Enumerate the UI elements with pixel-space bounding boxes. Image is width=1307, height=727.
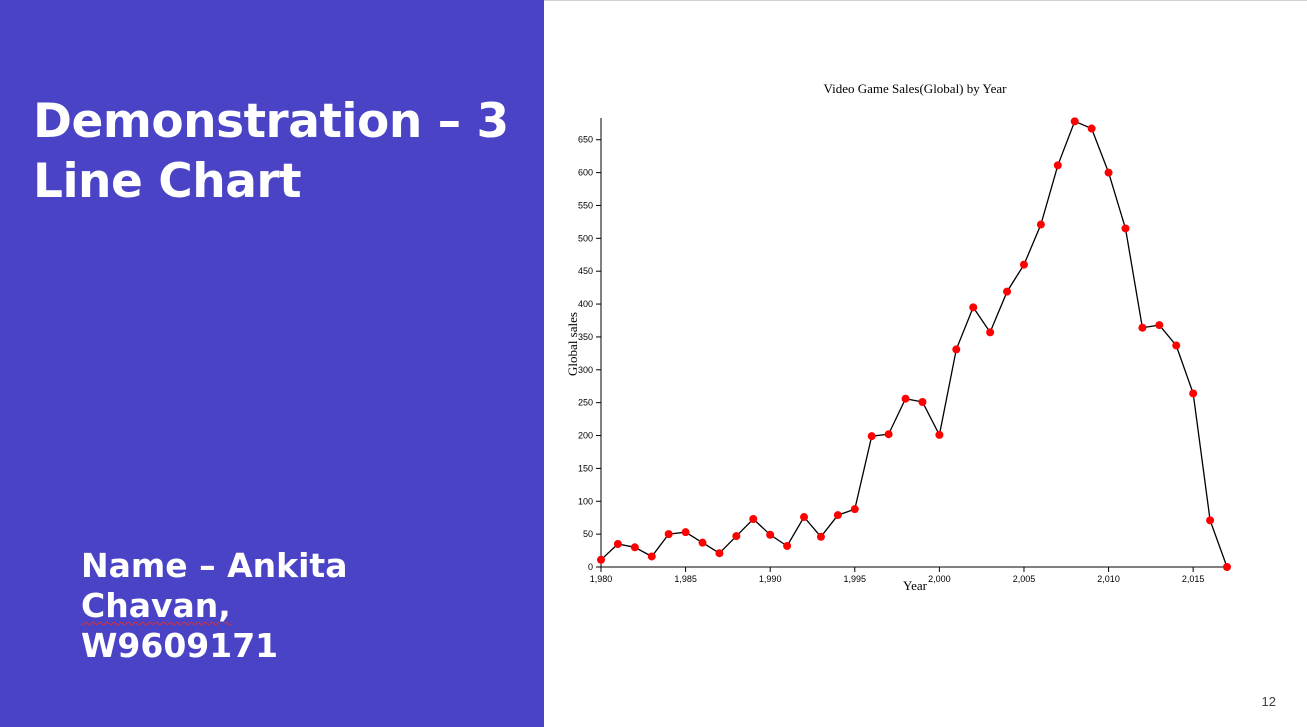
y-tick-label: 250 — [578, 398, 593, 408]
chart-title: Video Game Sales(Global) by Year — [824, 81, 1008, 96]
data-point — [749, 515, 758, 524]
data-point — [1121, 224, 1130, 233]
page-number: 12 — [1261, 694, 1276, 709]
y-tick-label: 450 — [578, 266, 593, 276]
data-point — [935, 430, 944, 439]
data-point — [952, 345, 961, 354]
data-point — [867, 432, 876, 441]
data-point — [1189, 389, 1198, 398]
author-id: W9609171 — [81, 626, 279, 665]
y-tick-label: 500 — [578, 233, 593, 243]
data-point — [1036, 220, 1045, 229]
data-point — [698, 538, 707, 547]
data-point — [681, 528, 690, 537]
data-point — [833, 511, 842, 520]
data-point — [1019, 260, 1028, 269]
author-info: Name – Ankita Chavan, W9609171 — [81, 546, 521, 666]
x-axis-label: Year — [903, 578, 928, 593]
data-point — [715, 549, 724, 558]
data-point — [1070, 117, 1079, 126]
data-point — [850, 505, 859, 514]
data-point — [1003, 287, 1012, 296]
x-tick-label: 1,980 — [590, 574, 613, 584]
data-point — [969, 303, 978, 312]
y-tick-label: 100 — [578, 496, 593, 506]
y-tick-label: 200 — [578, 431, 593, 441]
slide-top-border — [544, 0, 1307, 1]
slide-title-line-1: Demonstration – 3 — [33, 94, 509, 149]
axes: 0 50 100 150 200 250 300 350 400 450 500 550 600 650 1… — [578, 118, 1231, 584]
x-tick-label: 1,985 — [674, 574, 697, 584]
data-point — [1138, 323, 1147, 332]
plot-area — [597, 117, 1231, 571]
data-point — [901, 394, 910, 403]
slide-title: Demonstration – 3 Line Chart — [33, 92, 533, 212]
x-tick-label: 2,015 — [1182, 574, 1205, 584]
data-point — [766, 530, 775, 539]
y-tick-label: 50 — [583, 529, 593, 539]
data-point — [1172, 341, 1181, 350]
data-point — [613, 539, 622, 548]
author-surname: Chavan, — [81, 586, 231, 625]
x-tick-label: 1,990 — [759, 574, 782, 584]
slide-title-line-2: Line Chart — [33, 154, 302, 209]
data-point — [884, 430, 893, 439]
data-point — [1206, 516, 1215, 525]
data-point — [1155, 321, 1164, 330]
x-tick-label: 2,000 — [928, 574, 951, 584]
x-tick-label: 2,005 — [1013, 574, 1036, 584]
y-tick-label: 400 — [578, 299, 593, 309]
chart-container: Video Game Sales(Global) by Year Global … — [544, 0, 1307, 727]
line-chart: Video Game Sales(Global) by Year Global … — [565, 81, 1231, 593]
data-point — [1223, 563, 1231, 571]
data-point — [647, 552, 656, 561]
data-point — [918, 398, 927, 407]
data-point — [986, 328, 995, 337]
y-axis-label: Global sales — [565, 312, 580, 376]
data-point — [597, 555, 605, 564]
author-line-2: Chavan, W9609171 — [81, 586, 521, 666]
y-tick-label: 150 — [578, 463, 593, 473]
data-point — [1053, 161, 1062, 170]
title-panel: Demonstration – 3 Line Chart Name – Anki… — [0, 0, 544, 727]
data-point — [816, 532, 825, 541]
data-point — [664, 530, 673, 539]
x-tick-label: 2,010 — [1097, 574, 1120, 584]
data-point — [630, 543, 639, 552]
author-line-1: Name – Ankita — [81, 546, 348, 585]
y-tick-label: 300 — [578, 365, 593, 375]
y-tick-label: 650 — [578, 135, 593, 145]
y-tick-label: 550 — [578, 200, 593, 210]
y-tick-label: 600 — [578, 168, 593, 178]
y-tick-label: 0 — [588, 562, 593, 572]
data-point — [800, 513, 809, 522]
data-point — [732, 532, 741, 541]
series-line — [600, 120, 1228, 568]
x-tick-label: 1,995 — [844, 574, 867, 584]
data-point — [1104, 168, 1113, 177]
data-point — [1087, 124, 1096, 133]
y-tick-label: 350 — [578, 332, 593, 342]
data-point — [783, 541, 792, 550]
